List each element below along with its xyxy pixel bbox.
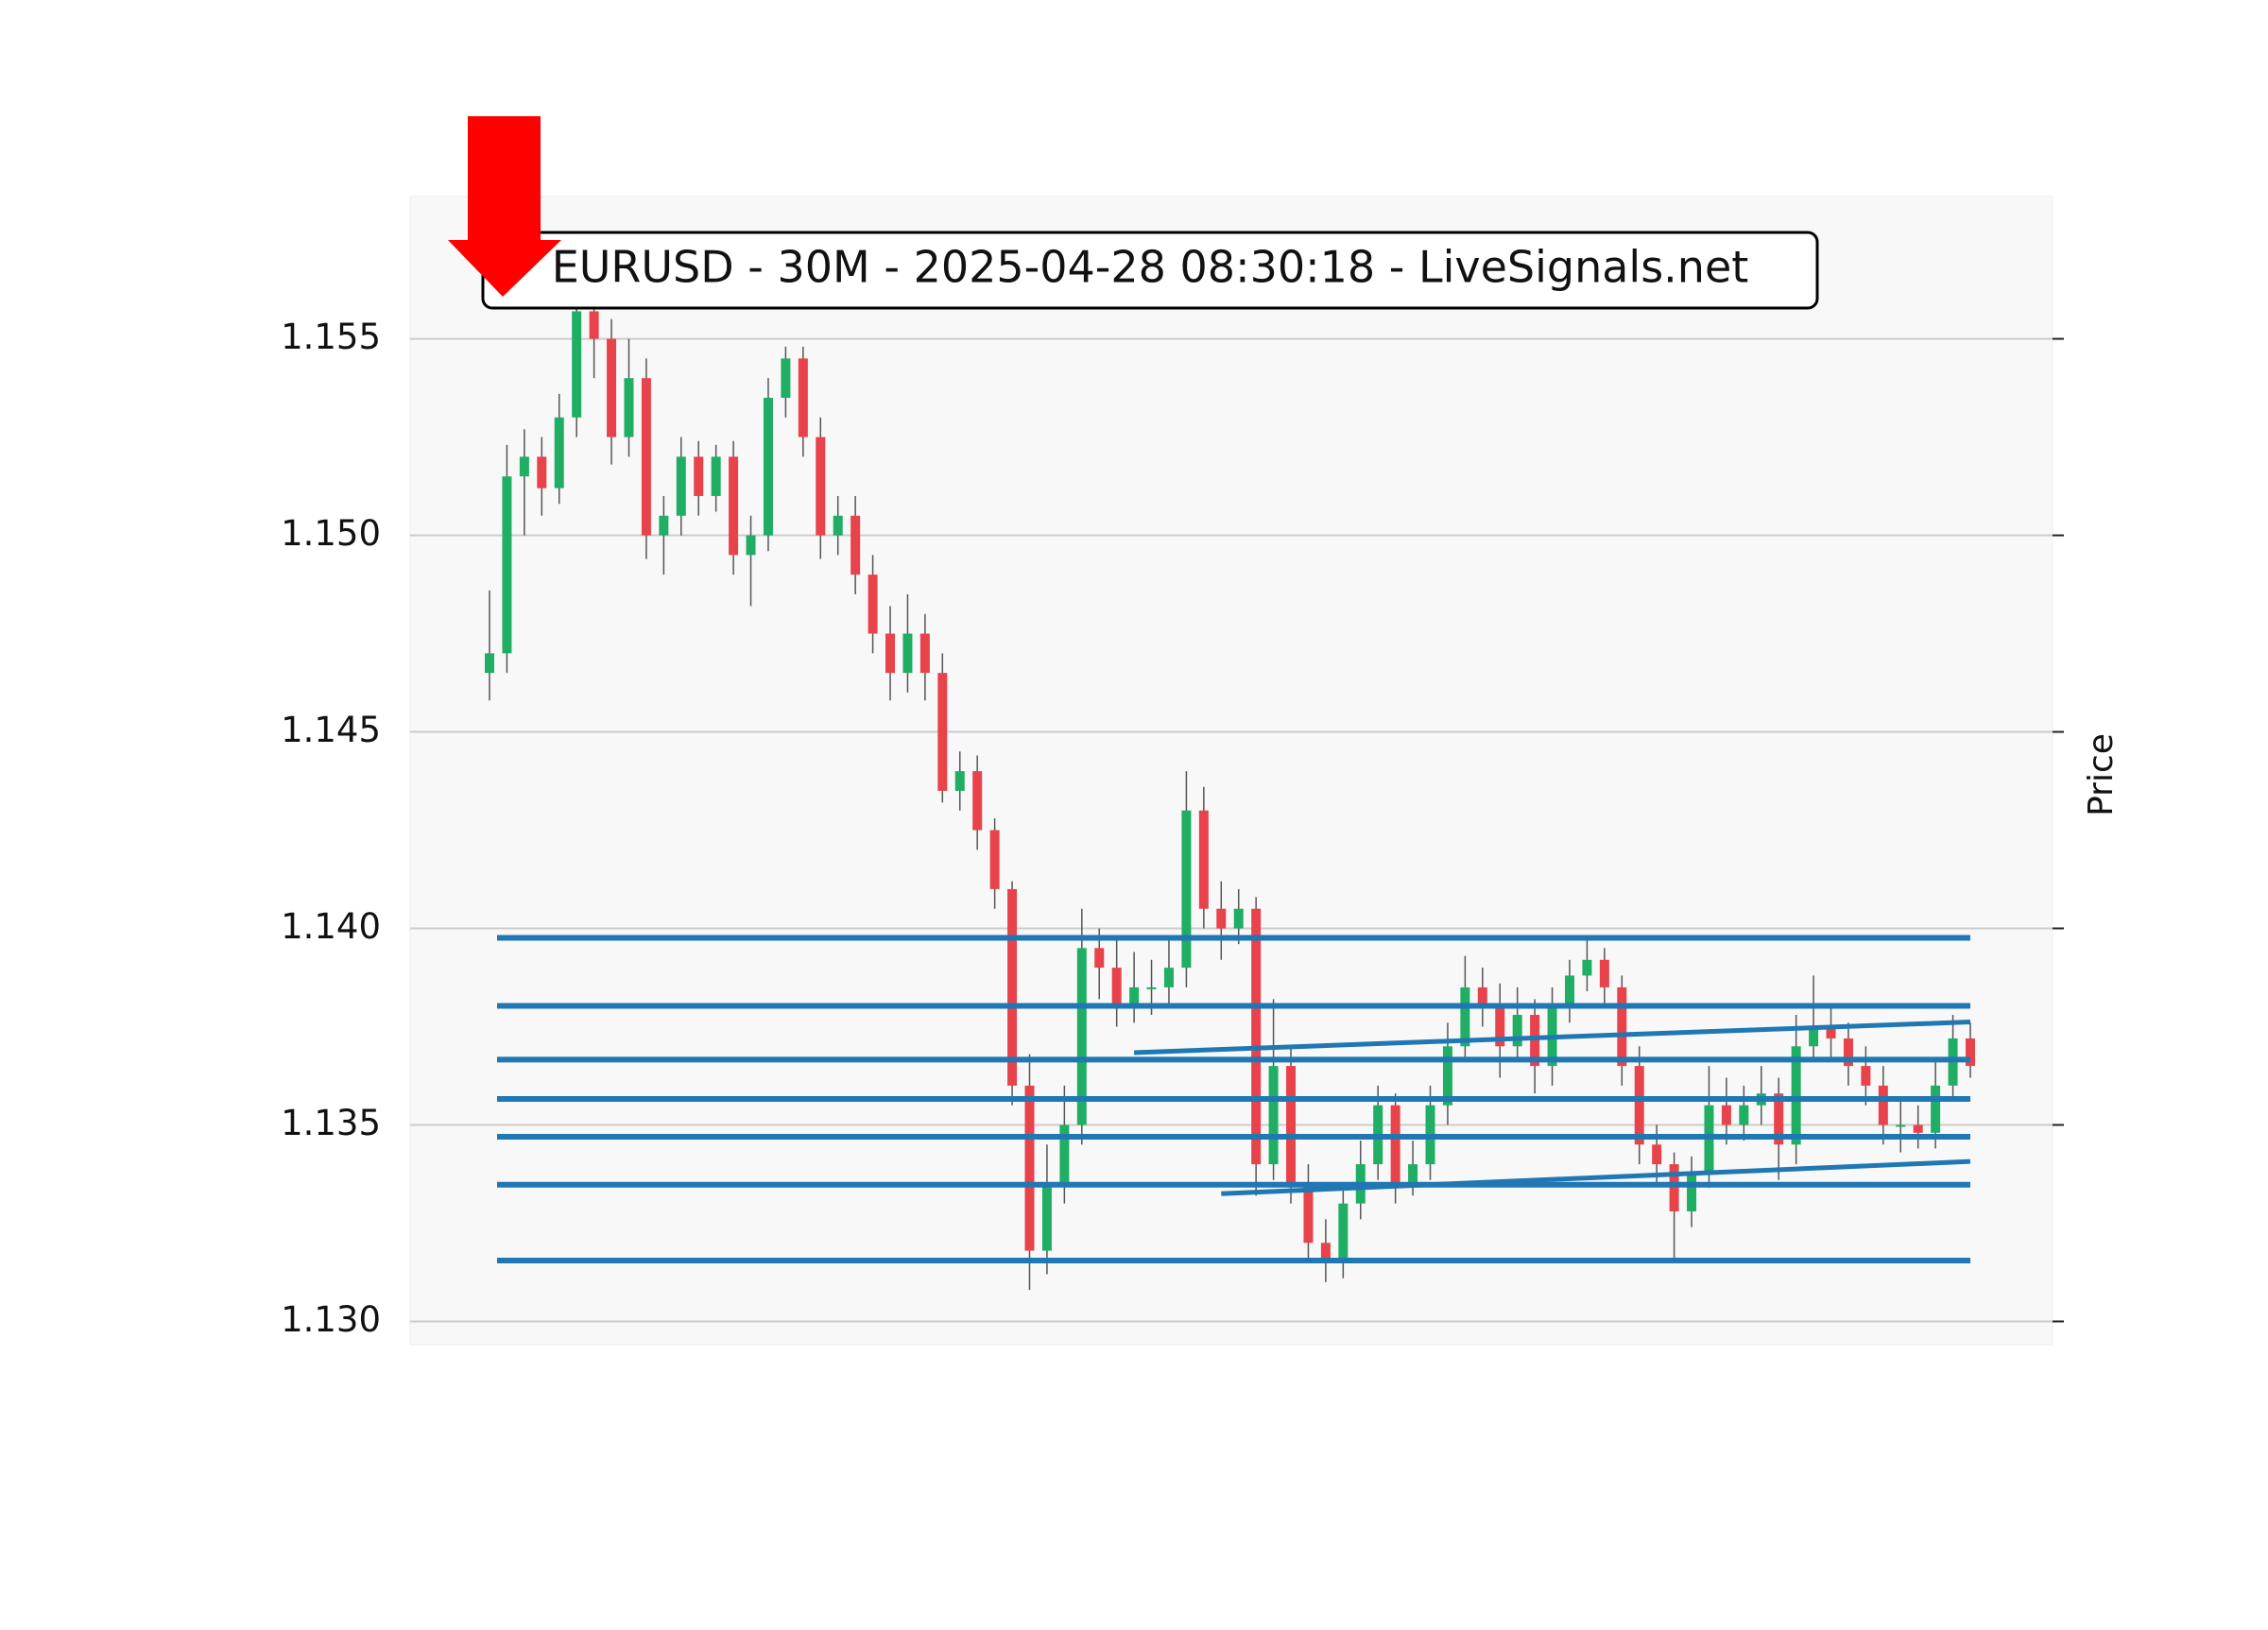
y-axis-label: Price: [2082, 733, 2121, 816]
candle-body: [1931, 1085, 1941, 1133]
candle-body: [711, 456, 721, 496]
candle-body: [763, 397, 773, 536]
y-tick-label: 1.155: [281, 317, 381, 357]
candle-body: [1007, 888, 1018, 1086]
candle-body: [1390, 1105, 1400, 1184]
candle-body: [589, 311, 599, 339]
candle-body: [1582, 959, 1592, 976]
candle-body: [1198, 810, 1209, 909]
candle-body: [1408, 1164, 1418, 1184]
candle-body: [1774, 1093, 1784, 1145]
candle-body: [1739, 1105, 1749, 1125]
candle-body: [1181, 810, 1192, 969]
candle-body: [989, 830, 1000, 889]
candle-body: [1111, 968, 1122, 1007]
candle-body: [937, 673, 948, 791]
candle-body: [1338, 1203, 1349, 1263]
candle-body: [781, 358, 791, 398]
candle-body: [1652, 1144, 1662, 1165]
candle-body: [972, 771, 983, 831]
y-tick-label: 1.140: [281, 906, 381, 947]
candle-body: [676, 456, 686, 516]
candle-body: [1826, 1026, 1836, 1038]
candle-body: [885, 633, 896, 674]
candle-body: [1878, 1085, 1888, 1125]
candle-body: [1041, 1183, 1052, 1251]
candle-body: [833, 515, 843, 536]
candle-body: [1599, 959, 1609, 987]
candle-body: [1495, 1006, 1505, 1047]
candle-body: [1303, 1183, 1314, 1244]
candle-body: [502, 476, 512, 654]
y-tick-label: 1.145: [281, 710, 381, 750]
candle-body: [1617, 987, 1627, 1067]
candle-body: [537, 456, 547, 489]
candle-body: [1460, 987, 1470, 1047]
candle-body: [746, 535, 756, 556]
candle-body: [1286, 1066, 1297, 1184]
trend-line: [1134, 1020, 1971, 1055]
arrow-shaft: [468, 116, 541, 240]
candle-body: [919, 633, 930, 674]
arrow-head: [448, 240, 561, 297]
candle-body: [868, 575, 878, 634]
candle-body: [729, 456, 739, 556]
candle-body: [1564, 975, 1574, 1007]
candle-body: [1966, 1038, 1975, 1067]
candle-body: [1059, 1124, 1070, 1184]
candle-body: [659, 515, 669, 536]
candle-body: [798, 358, 808, 438]
candle-body: [1861, 1066, 1871, 1086]
candle-body: [1634, 1066, 1644, 1145]
candle-body: [816, 437, 826, 536]
candle-body: [1530, 1015, 1540, 1067]
candle-body: [1809, 1026, 1819, 1047]
candle-body: [1268, 1066, 1279, 1165]
candle-body: [1477, 987, 1487, 1007]
candle-body: [641, 378, 651, 536]
y-tick-label: 1.150: [281, 513, 381, 554]
signal-arrow: [448, 116, 561, 297]
candle-body: [1843, 1038, 1853, 1067]
candle-body: [1320, 1243, 1331, 1263]
y-tick-label: 1.135: [281, 1103, 381, 1143]
candle-body: [1669, 1164, 1679, 1211]
plot-area: [409, 196, 2053, 1346]
candle-body: [485, 653, 494, 674]
candle-body: [902, 633, 913, 674]
candle-body: [694, 456, 704, 496]
candle-body: [1233, 908, 1244, 929]
candle-body: [1094, 948, 1105, 969]
candle-body: [607, 338, 617, 438]
candle-body: [1913, 1124, 1923, 1133]
candle-body: [624, 378, 634, 438]
candle-body: [572, 311, 582, 418]
candle-body: [519, 456, 529, 477]
grid: 1.130 1.135 1.140 1.145 1.150 1.155: [281, 317, 2064, 1340]
candle-body: [1687, 1172, 1697, 1211]
candle-body: [1024, 1085, 1035, 1251]
candle-body: [850, 515, 861, 575]
candle-body: [1076, 948, 1087, 1125]
marks: [485, 280, 1975, 1291]
candle-body: [554, 417, 564, 489]
candle-body: [954, 771, 965, 791]
candle-body: [1146, 987, 1157, 989]
candle-body: [1163, 968, 1174, 987]
candle-body: [1251, 908, 1262, 1165]
y-tick-label: 1.130: [281, 1299, 381, 1340]
candle-body: [1129, 987, 1140, 1007]
candle-body: [1791, 1046, 1801, 1145]
trend-line: [1221, 1158, 1971, 1196]
chart-title: EURUSD - 30M - 2025-04-28 08:30:18 - Liv…: [552, 242, 1749, 293]
candle-body: [1512, 1015, 1522, 1047]
candle-body: [1896, 1124, 1906, 1127]
candle-body: [1216, 908, 1227, 929]
candle-body: [1442, 1046, 1452, 1106]
candle-body: [1721, 1105, 1731, 1125]
